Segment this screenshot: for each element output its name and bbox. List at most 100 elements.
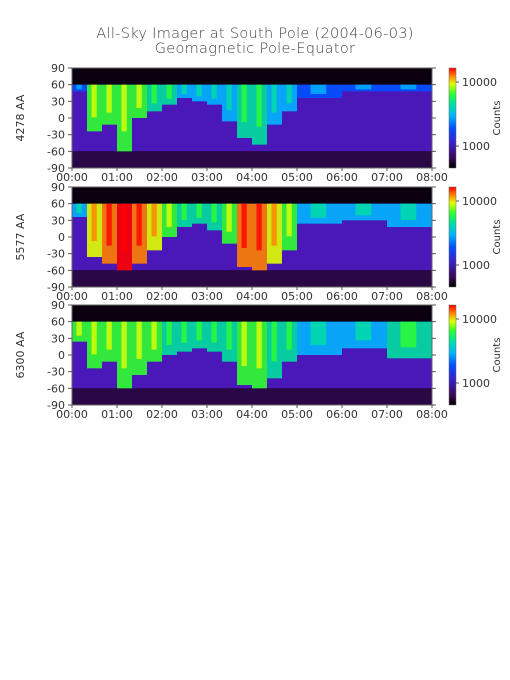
activity-core: [166, 84, 172, 99]
activity-core: [106, 203, 112, 246]
colorbar: [448, 67, 457, 169]
activity-core: [211, 203, 217, 223]
activity-core: [181, 84, 187, 94]
activity-core: [241, 203, 247, 248]
colorbar: [448, 304, 457, 406]
x-tick-label: 02:00: [146, 408, 178, 421]
x-tick-label: 06:00: [326, 171, 358, 184]
x-tick-label: 04:00: [236, 290, 268, 303]
x-tick-label: 05:00: [281, 171, 313, 184]
y-axis-label: 4278 AA: [14, 94, 27, 141]
activity-core: [211, 84, 217, 99]
activity-core: [91, 84, 97, 118]
x-tick-label: 07:00: [371, 408, 403, 421]
activity-core: [91, 321, 97, 355]
activity-core: [256, 321, 262, 369]
x-tick-label: 08:00: [416, 290, 448, 303]
x-tick-label: 05:00: [281, 408, 313, 421]
y-tick-label: 0: [58, 112, 65, 125]
x-tick-label: 03:00: [191, 408, 223, 421]
y-tick-label: -30: [47, 366, 65, 379]
x-tick-label: 03:00: [191, 290, 223, 303]
y-tick-label: -90: [47, 399, 65, 412]
y-tick-label: -60: [47, 145, 65, 158]
colorbar-tick-label: 10000: [462, 76, 497, 89]
y-tick-label: 90: [51, 62, 65, 75]
activity-core: [241, 321, 247, 366]
activity-core: [286, 203, 292, 237]
activity-core: [400, 203, 417, 220]
colorbar-tick-label: 1000: [462, 259, 490, 272]
activity-core: [211, 321, 217, 343]
y-tick-label: 30: [51, 95, 65, 108]
activity-core: [121, 321, 127, 369]
colorbar-tick-label: 10000: [462, 195, 497, 208]
activity-core: [256, 84, 262, 127]
activity-core: [226, 203, 232, 232]
y-tick-label: -30: [47, 248, 65, 261]
x-tick-label: 00:00: [56, 171, 88, 184]
activity-core: [400, 84, 417, 90]
y-tick-label: -60: [47, 382, 65, 395]
activity-core: [76, 321, 82, 336]
x-tick-label: 04:00: [236, 171, 268, 184]
activity-core: [196, 321, 202, 341]
activity-core: [76, 84, 82, 90]
y-axis-label: 5577 AA: [14, 213, 27, 260]
x-tick-label: 00:00: [56, 290, 88, 303]
activity-core: [241, 84, 247, 122]
activity-core: [196, 203, 202, 218]
y-tick-label: 90: [51, 181, 65, 194]
colorbar-tick-label: 10000: [462, 313, 497, 326]
activity-core: [196, 84, 202, 97]
activity-core: [355, 203, 372, 216]
activity-core: [355, 321, 372, 341]
colorbar-tick-label: 1000: [462, 140, 490, 153]
x-tick-label: 01:00: [101, 171, 133, 184]
x-tick-label: 01:00: [101, 408, 133, 421]
activity-core: [151, 203, 157, 237]
low-elevation-band: [72, 270, 432, 287]
activity-core: [310, 321, 327, 345]
activity-core: [271, 84, 277, 113]
activity-core: [91, 203, 97, 241]
colorbar-label: Counts: [492, 338, 503, 373]
activity-core: [166, 203, 172, 227]
colorbar: [448, 186, 457, 288]
activity-core: [226, 321, 232, 350]
activity-core: [121, 84, 127, 132]
x-tick-label: 07:00: [371, 290, 403, 303]
x-tick-label: 03:00: [191, 171, 223, 184]
x-tick-label: 05:00: [281, 290, 313, 303]
activity-core: [226, 84, 232, 111]
activity-core: [355, 84, 372, 90]
x-tick-label: 02:00: [146, 290, 178, 303]
y-axis-label: 6300 AA: [14, 331, 27, 378]
x-tick-label: 07:00: [371, 171, 403, 184]
activity-core: [256, 203, 262, 251]
activity-core: [121, 203, 127, 251]
y-tick-label: -90: [47, 281, 65, 294]
x-tick-label: 01:00: [101, 290, 133, 303]
activity-core: [136, 203, 142, 246]
x-tick-label: 04:00: [236, 408, 268, 421]
activity-core: [400, 321, 417, 348]
activity-core: [76, 203, 82, 213]
activity-core: [271, 203, 277, 246]
y-tick-label: 60: [51, 79, 65, 92]
y-tick-label: 60: [51, 316, 65, 329]
activity-core: [106, 321, 112, 350]
low-elevation-band: [72, 388, 432, 405]
colorbar-label: Counts: [492, 101, 503, 136]
y-tick-label: -30: [47, 129, 65, 142]
activity-core: [286, 84, 292, 104]
colorbar-label: Counts: [492, 220, 503, 255]
y-tick-label: 0: [58, 349, 65, 362]
x-tick-label: 06:00: [326, 408, 358, 421]
y-tick-label: 0: [58, 231, 65, 244]
colorbar-tick-label: 1000: [462, 377, 490, 390]
low-elevation-band: [72, 151, 432, 168]
x-tick-label: 00:00: [56, 408, 88, 421]
